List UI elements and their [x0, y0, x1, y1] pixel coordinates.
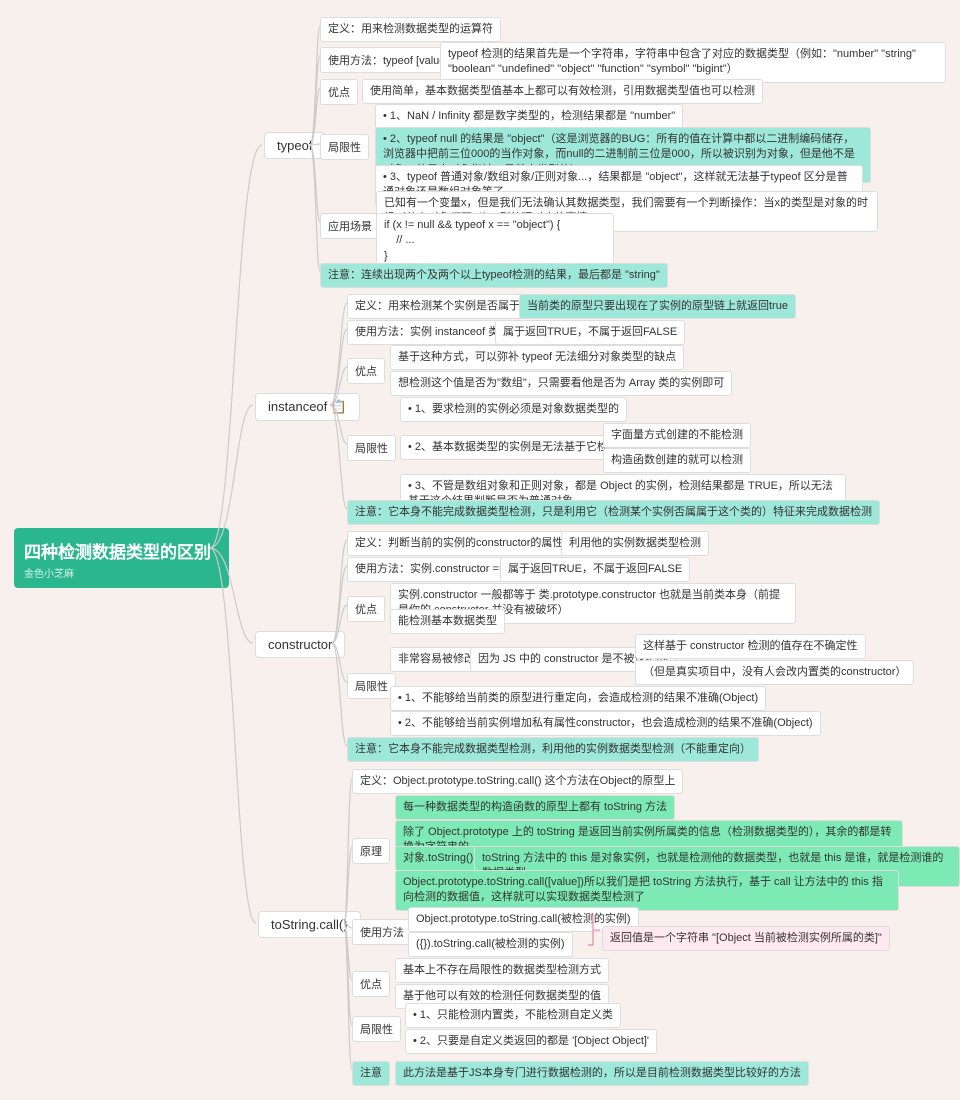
b3-lim3: • 2、不能够给当前实例增加私有属性constructor，也会造成检测的结果不… — [390, 711, 821, 736]
b4-def: 定义：Object.prototype.toString.call() 这个方法… — [352, 769, 683, 794]
branch-instanceof[interactable]: instanceof 📋 — [255, 393, 360, 421]
b2-note: 注意：它本身不能完成数据类型检测，只是利用它（检测某个实例否属属于这个类的）特征… — [347, 500, 880, 525]
b2-adv1: 基于这种方式，可以弥补 typeof 无法细分对象类型的缺点 — [390, 345, 684, 370]
b1-adv1: 使用简单，基本数据类型值基本上都可以有效检测，引用数据类型值也可以检测 — [362, 79, 763, 104]
b4-lim1: • 1、只能检测内置类，不能检测自定义类 — [405, 1003, 621, 1028]
b1-scene: 应用场景 — [320, 213, 380, 239]
root-title: 四种检测数据类型的区别 — [24, 538, 219, 563]
b4-p4: Object.prototype.toString.call([value])所… — [395, 870, 899, 911]
b4-adv: 优点 — [352, 971, 390, 997]
b2-lim2a: 字面量方式创建的不能检测 — [603, 423, 751, 448]
b4-adv1: 基本上不存在局限性的数据类型检测方式 — [395, 958, 609, 983]
b1-lim1: • 1、NaN / Infinity 都是数字类型的，检测结果都是 "numbe… — [375, 104, 683, 129]
branch-tostring[interactable]: toString.call() — [258, 911, 361, 938]
b2-usage: 使用方法：实例 instanceof 类 — [347, 320, 507, 345]
b2-def-ext: 当前类的原型只要出现在了实例的原型链上就返回true — [519, 294, 796, 319]
b2-lim: 局限性 — [347, 435, 396, 461]
b2-adv: 优点 — [347, 358, 385, 384]
b1-adv: 优点 — [320, 79, 358, 105]
b4-u2: ({}).toString.call(被检测的实例) — [408, 932, 573, 957]
b2-adv2: 想检测这个值是否为"数组"，只需要看他是否为 Array 类的实例即可 — [390, 371, 732, 396]
b2-lim2b: 构造函数创建的就可以检测 — [603, 448, 751, 473]
root-node: 四种检测数据类型的区别 金色小芝麻 — [14, 528, 229, 588]
b3-lim1a: 这样基于 constructor 检测的值存在不确定性 — [635, 634, 866, 659]
b1-lim: 局限性 — [320, 134, 369, 160]
b3-def-ext: 利用他的实例数据类型检测 — [561, 531, 709, 556]
b3-adv2: 能检测基本数据类型 — [390, 609, 505, 634]
b4-lim2: • 2、只要是自定义类返回的都是 '[Object Object]' — [405, 1029, 657, 1054]
b3-adv: 优点 — [347, 596, 385, 622]
b4-p1: 每一种数据类型的构造函数的原型上都有 toString 方法 — [395, 795, 675, 820]
b1-usage-note: typeof 检测的结果首先是一个字符串，字符串中包含了对应的数据类型（例如："… — [440, 42, 946, 83]
b3-lim: 局限性 — [347, 673, 396, 699]
b4-lim: 局限性 — [352, 1016, 401, 1042]
b4-p3: 对象.toString() — [395, 846, 481, 871]
b4-principle: 原理 — [352, 838, 390, 864]
b4-note-ext: 此方法是基于JS本身专门进行数据检测的，所以是目前检测数据类型比较好的方法 — [395, 1061, 809, 1086]
b3-lim1b: （但是真实项目中，没有人会改内置类的constructor） — [635, 660, 914, 685]
branch-constructor[interactable]: constructor — [255, 631, 345, 658]
b4-u-ext: 返回值是一个字符串 "[Object 当前被检测实例所属的类]" — [602, 926, 890, 951]
b3-lim2: • 1、不能够给当前类的原型进行重定向，会造成检测的结果不准确(Object) — [390, 686, 766, 711]
b1-scene2: if (x != null && typeof x == "object") {… — [376, 213, 614, 269]
b1-usage: 使用方法：typeof [value] — [320, 47, 456, 73]
b2-usage-ext: 属于返回TRUE，不属于返回FALSE — [495, 320, 685, 345]
root-author: 金色小芝麻 — [24, 565, 219, 580]
b4-usage: 使用方法 — [352, 919, 412, 945]
b1-note: 注意：连续出现两个及两个以上typeof检测的结果，最后都是 "string" — [320, 263, 668, 288]
branch-typeof[interactable]: typeof — [264, 132, 325, 159]
b3-note: 注意：它本身不能完成数据类型检测，利用他的实例数据类型检测（不能重定向） — [347, 737, 759, 762]
b3-usage-ext: 属于返回TRUE，不属于返回FALSE — [500, 557, 690, 582]
b1-def: 定义：用来检测数据类型的运算符 — [320, 17, 501, 42]
b4-note: 注意 — [352, 1061, 390, 1086]
b2-lim1: • 1、要求检测的实例必须是对象数据类型的 — [400, 397, 627, 422]
